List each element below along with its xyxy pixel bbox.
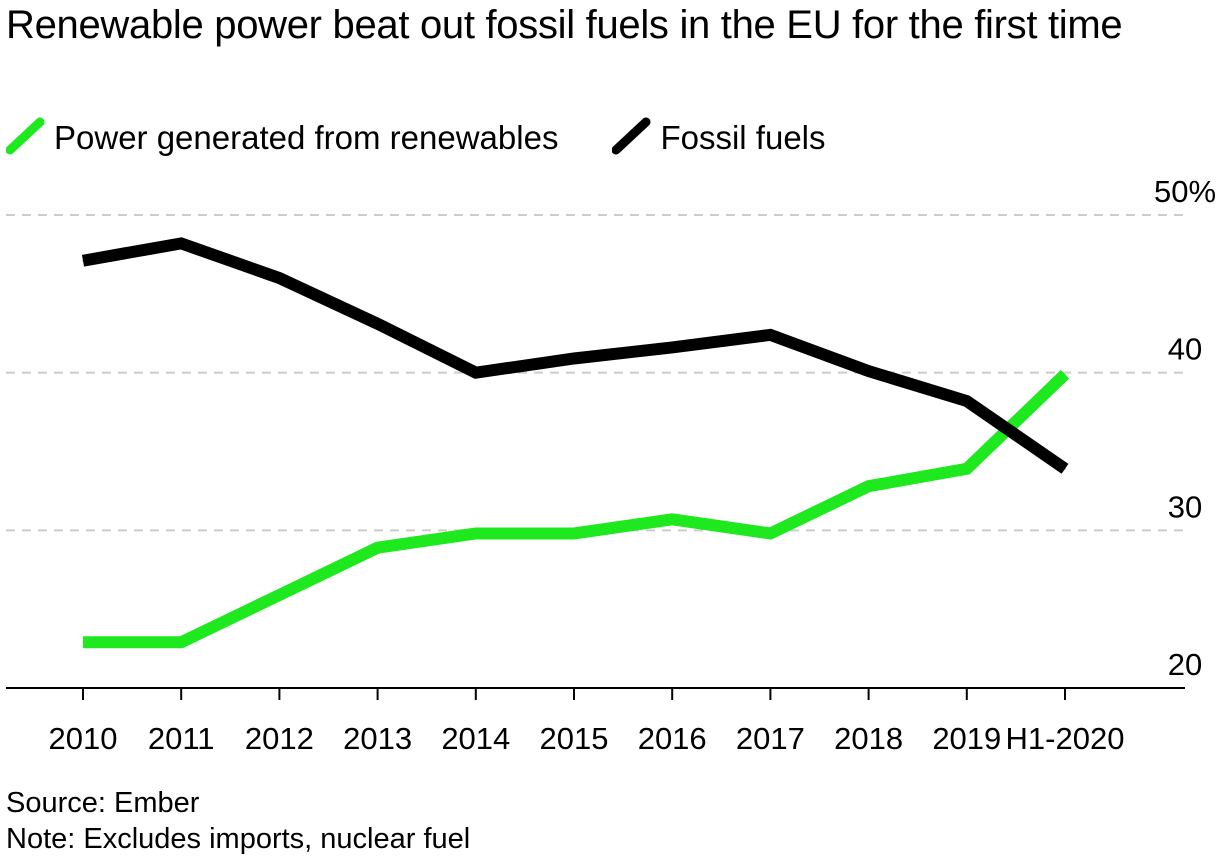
data-point-fossil	[82, 260, 84, 262]
legend: Power generated from renewables Fossil f…	[6, 116, 880, 160]
data-point-fossil	[278, 277, 280, 279]
data-point-renewables	[966, 468, 968, 470]
data-point-renewables	[769, 532, 771, 534]
data-point-fossil	[475, 372, 477, 374]
x-tick-label: 2011	[148, 721, 215, 756]
chart-title: Renewable power beat out fossil fuels in…	[6, 3, 1123, 47]
data-point-renewables	[868, 485, 870, 487]
legend-item-renewables: Power generated from renewables	[6, 116, 558, 160]
data-point-fossil	[180, 242, 182, 244]
legend-label-fossil: Fossil fuels	[660, 119, 826, 156]
y-tick-label: 40	[1168, 332, 1202, 367]
x-tick-label: 2019	[932, 721, 1001, 756]
source-note: Source: Ember	[6, 787, 200, 819]
data-point-fossil	[769, 334, 771, 336]
data-point-renewables	[278, 594, 280, 596]
x-tick-label: 2015	[540, 721, 609, 756]
data-point-fossil	[966, 400, 968, 402]
line-chart: 20 30 40 50% 2010 2011 2012 2013 2014 2015 2016 201…	[6, 174, 1216, 756]
legend-swatch-renewables-icon	[6, 116, 46, 160]
y-tick-label: 50%	[1154, 174, 1216, 209]
y-tick-label: 20	[1168, 647, 1202, 682]
legend-item-fossil: Fossil fuels	[612, 116, 826, 160]
legend-label-renewables: Power generated from renewables	[54, 119, 559, 156]
data-point-renewables	[1064, 373, 1066, 375]
data-point-renewables	[573, 532, 575, 534]
x-tick-label: 2017	[736, 721, 805, 756]
data-point-fossil	[573, 357, 575, 359]
data-point-renewables	[475, 532, 477, 534]
x-tick-label: 2010	[49, 721, 118, 756]
data-point-renewables	[82, 641, 84, 643]
x-tick-label: 2014	[441, 721, 510, 756]
legend-swatch-fossil-icon	[612, 116, 652, 160]
y-tick-label: 30	[1168, 489, 1202, 524]
data-point-fossil	[1064, 468, 1066, 470]
x-tick-label: 2016	[638, 721, 707, 756]
series-line-renewables	[83, 369, 1070, 649]
data-point-fossil	[671, 346, 673, 348]
data-point-fossil	[868, 370, 870, 372]
series-line-fossil	[81, 237, 1069, 474]
data-point-renewables	[671, 518, 673, 520]
x-tick-label: 2012	[245, 721, 314, 756]
data-point-renewables	[180, 641, 182, 643]
x-tick-label: H1-2020	[1006, 721, 1125, 756]
x-tick-label: 2018	[834, 721, 903, 756]
x-tick-label: 2013	[343, 721, 412, 756]
data-point-renewables	[377, 547, 379, 549]
data-point-fossil	[377, 323, 379, 325]
footnote: Note: Excludes imports, nuclear fuel	[6, 823, 471, 855]
